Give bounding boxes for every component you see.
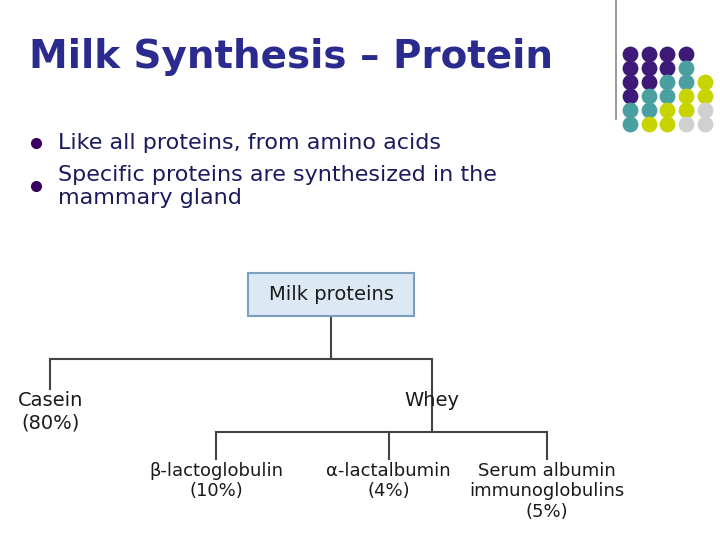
Point [624,120,636,129]
Text: Milk Synthesis – Protein: Milk Synthesis – Protein [29,38,553,76]
Point [624,92,636,100]
Text: Whey: Whey [405,392,459,410]
Point [680,92,692,100]
Point [699,106,711,114]
Point [643,106,654,114]
Point [699,120,711,129]
Point [643,64,654,72]
Point [662,106,673,114]
Text: β-lactoglobulin
(10%): β-lactoglobulin (10%) [149,462,283,501]
Point [662,50,673,58]
Text: Like all proteins, from amino acids: Like all proteins, from amino acids [58,133,441,153]
Text: Casein
(80%): Casein (80%) [18,392,83,433]
Point [662,120,673,129]
Point [643,92,654,100]
Text: α-lactalbumin
(4%): α-lactalbumin (4%) [326,462,451,501]
Point [624,64,636,72]
Point [662,78,673,86]
Point [699,92,711,100]
Point [643,120,654,129]
Point [624,78,636,86]
Point [680,50,692,58]
Point [624,50,636,58]
Point [643,78,654,86]
Point [662,92,673,100]
Text: Milk proteins: Milk proteins [269,285,394,304]
Point [643,50,654,58]
Text: Serum albumin
immunoglobulins
(5%): Serum albumin immunoglobulins (5%) [469,462,625,521]
Point [680,64,692,72]
Point [680,120,692,129]
Text: Specific proteins are synthesized in the
mammary gland: Specific proteins are synthesized in the… [58,165,497,208]
Point [680,78,692,86]
Point [680,106,692,114]
FancyBboxPatch shape [248,273,414,316]
Point [624,106,636,114]
Point [662,64,673,72]
Point [699,78,711,86]
